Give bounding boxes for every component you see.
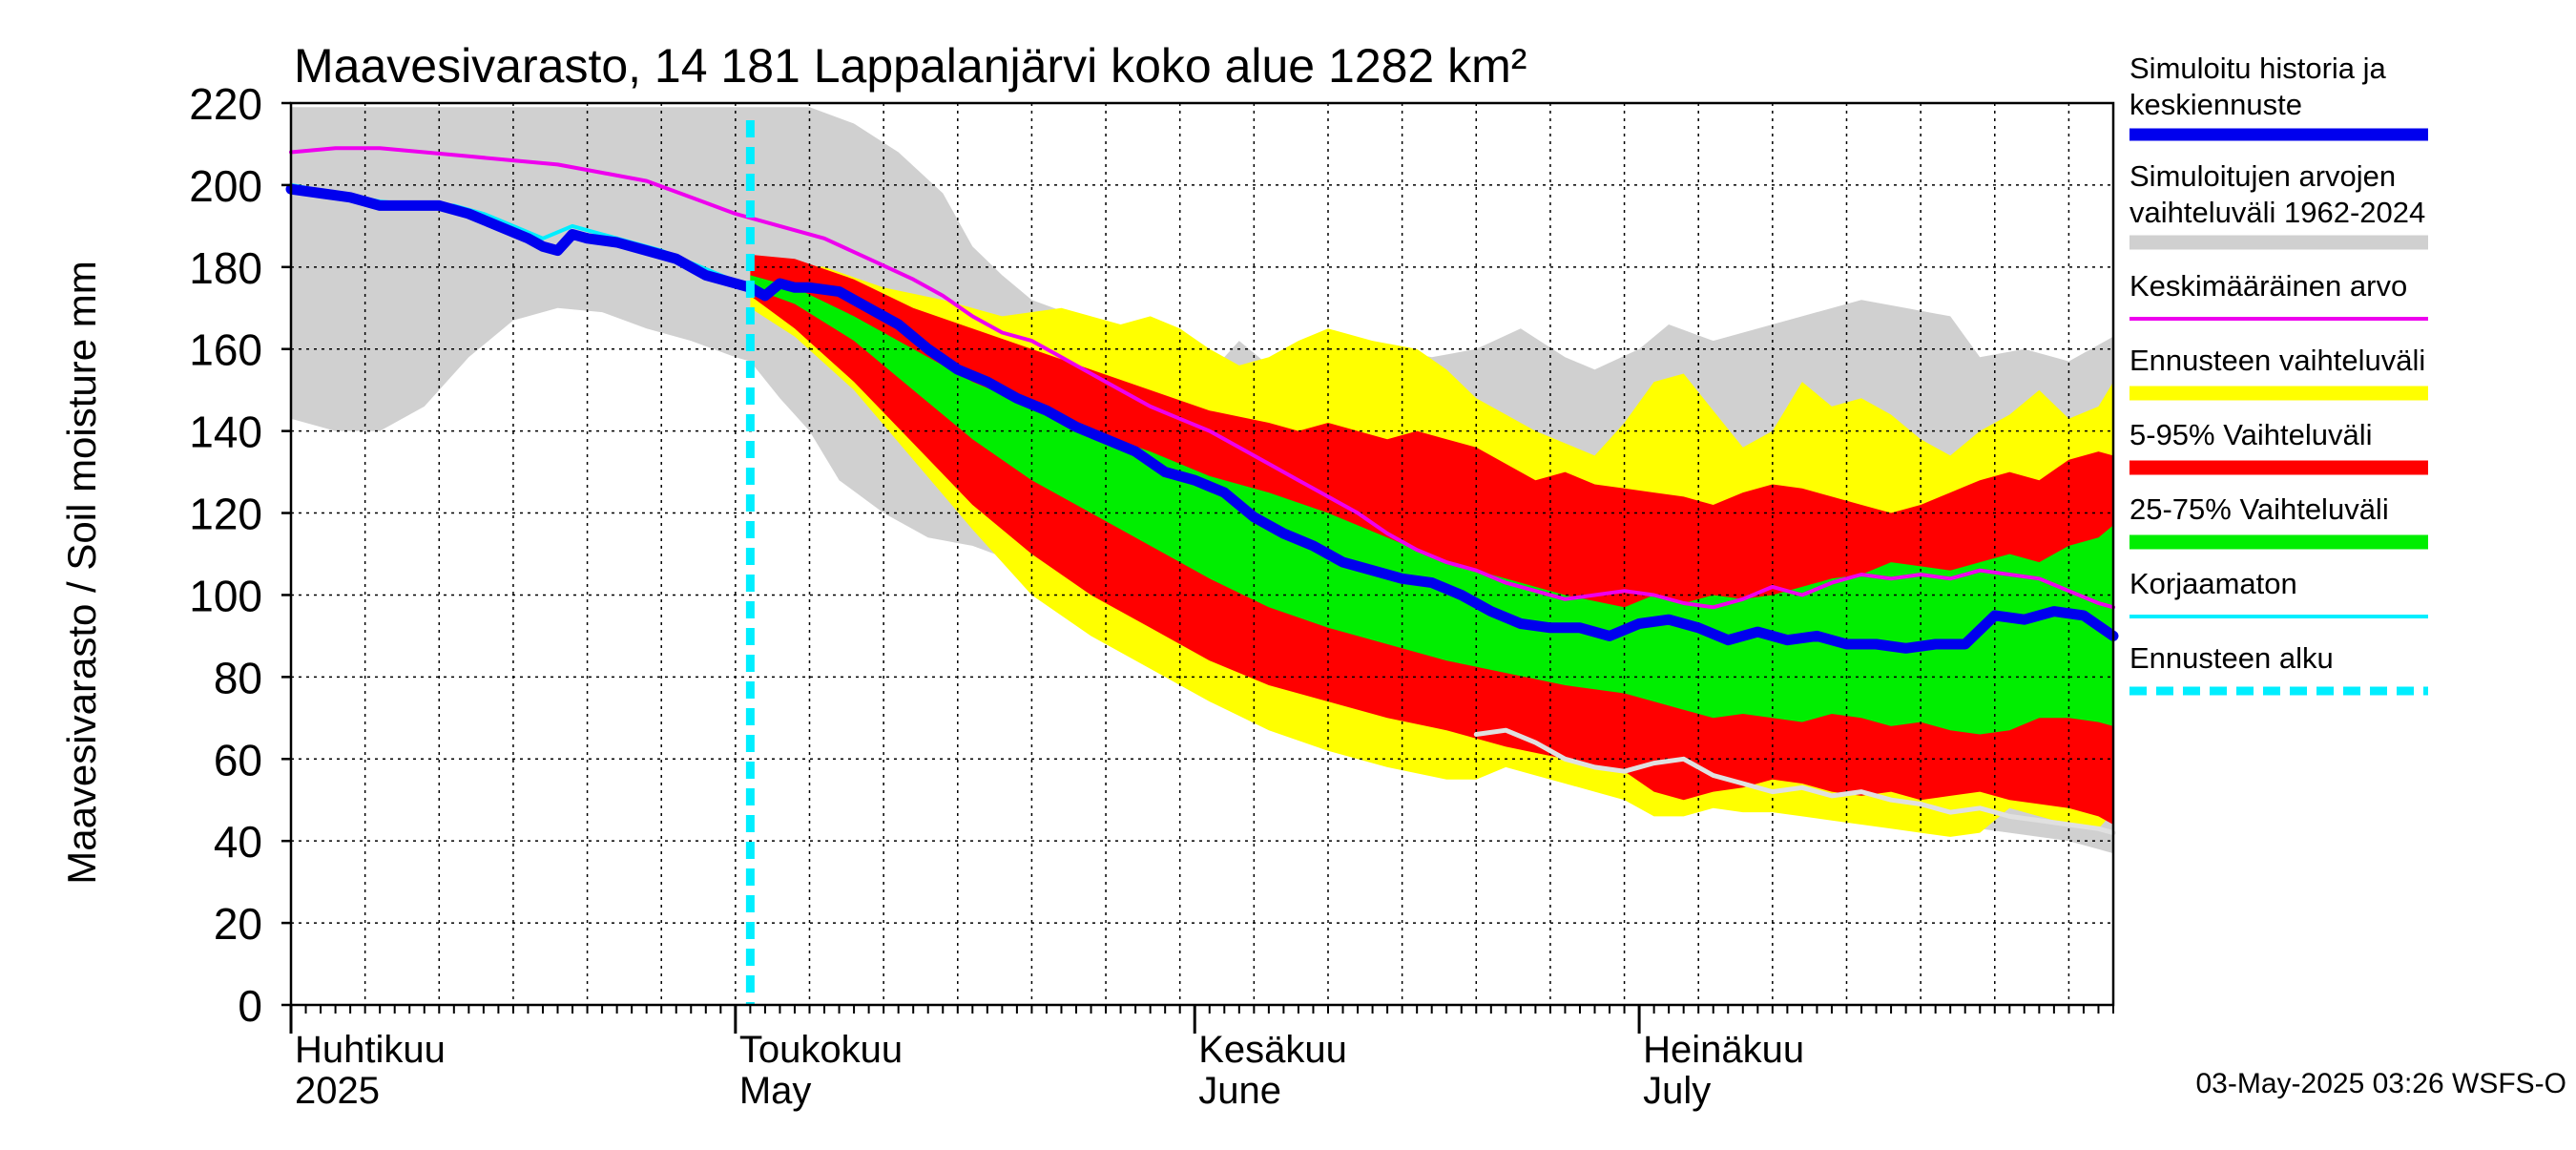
month-label-en: July: [1643, 1070, 1711, 1112]
month-label-en: 2025: [295, 1070, 380, 1112]
legend-label: 5-95% Vaihteluväli: [2129, 418, 2372, 451]
legend-label-line: Ennusteen alku: [2129, 641, 2334, 675]
y-tick-label: 60: [214, 735, 262, 784]
legend-label: Ennusteen alku: [2129, 641, 2334, 675]
legend-label: Simuloitujen arvojen vaihteluväli 1962-20…: [2129, 159, 2425, 229]
legend-label: 25-75% Vaihteluväli: [2129, 492, 2389, 526]
y-tick-label: 200: [189, 161, 262, 211]
legend-label-line: vaihteluväli 1962-2024: [2129, 196, 2425, 229]
legend-label-line: 5-95% Vaihteluväli: [2129, 418, 2372, 451]
minimum-line: [1473, 727, 2116, 836]
axes: 0 20 40 60 80 100 120 140 160 180 200 220 Huhtikuu20…: [189, 79, 2115, 1112]
y-tick-label: 120: [189, 490, 262, 539]
y-tick-label: 0: [238, 981, 262, 1031]
footer-timestamp: 03-May-2025 03:26 WSFS-O: [2196, 1068, 2567, 1099]
y-tick-label: 160: [189, 325, 262, 375]
plot-area: [285, 102, 2119, 1006]
legend-label: Ennusteen vaihteluväli: [2129, 344, 2425, 377]
legend-label-line: Korjaamaton: [2129, 567, 2297, 600]
legend: Simuloitu historia ja keskiennusteSimuloi…: [2129, 52, 2428, 696]
month-label-en: June: [1198, 1070, 1281, 1112]
month-label-fi: Toukokuu: [739, 1029, 903, 1071]
legend-label-line: Keskimääräinen arvo: [2129, 269, 2407, 303]
y-tick-label: 220: [189, 79, 262, 129]
month-label-en: May: [739, 1070, 812, 1112]
chart-title: Maavesivarasto, 14 181 Lappalanjärvi kok…: [294, 39, 1527, 93]
mean-line: [289, 146, 2115, 610]
legend-label: Korjaamaton: [2129, 567, 2297, 600]
y-tick-label: 80: [214, 653, 262, 702]
legend-label-line: Simuloitu historia ja: [2129, 52, 2387, 85]
legend-label: Keskimääräinen arvo: [2129, 269, 2407, 303]
legend-label-line: Ennusteen vaihteluväli: [2129, 344, 2425, 377]
plot-frame: [289, 101, 2115, 1007]
y-tick-label: 140: [189, 408, 262, 457]
month-label-fi: Heinäkuu: [1643, 1029, 1804, 1071]
y-tick-label: 40: [214, 817, 262, 867]
y-axis-label: Maavesivarasto / Soil moisture mm: [59, 261, 104, 885]
median-line: [285, 183, 2119, 654]
month-label-fi: Huhtikuu: [295, 1029, 446, 1071]
y-tick-label: 180: [189, 243, 262, 293]
band-25-75: [750, 275, 2113, 735]
legend-label-line: 25-75% Vaihteluväli: [2129, 492, 2389, 526]
y-tick-label: 100: [189, 571, 262, 620]
legend-label-line: keskiennuste: [2129, 88, 2302, 121]
legend-label: Simuloitu historia ja keskiennuste: [2129, 52, 2387, 121]
legend-label-line: Simuloitujen arvojen: [2129, 159, 2396, 193]
month-label-fi: Kesäkuu: [1198, 1029, 1347, 1071]
y-tick-label: 20: [214, 899, 262, 949]
